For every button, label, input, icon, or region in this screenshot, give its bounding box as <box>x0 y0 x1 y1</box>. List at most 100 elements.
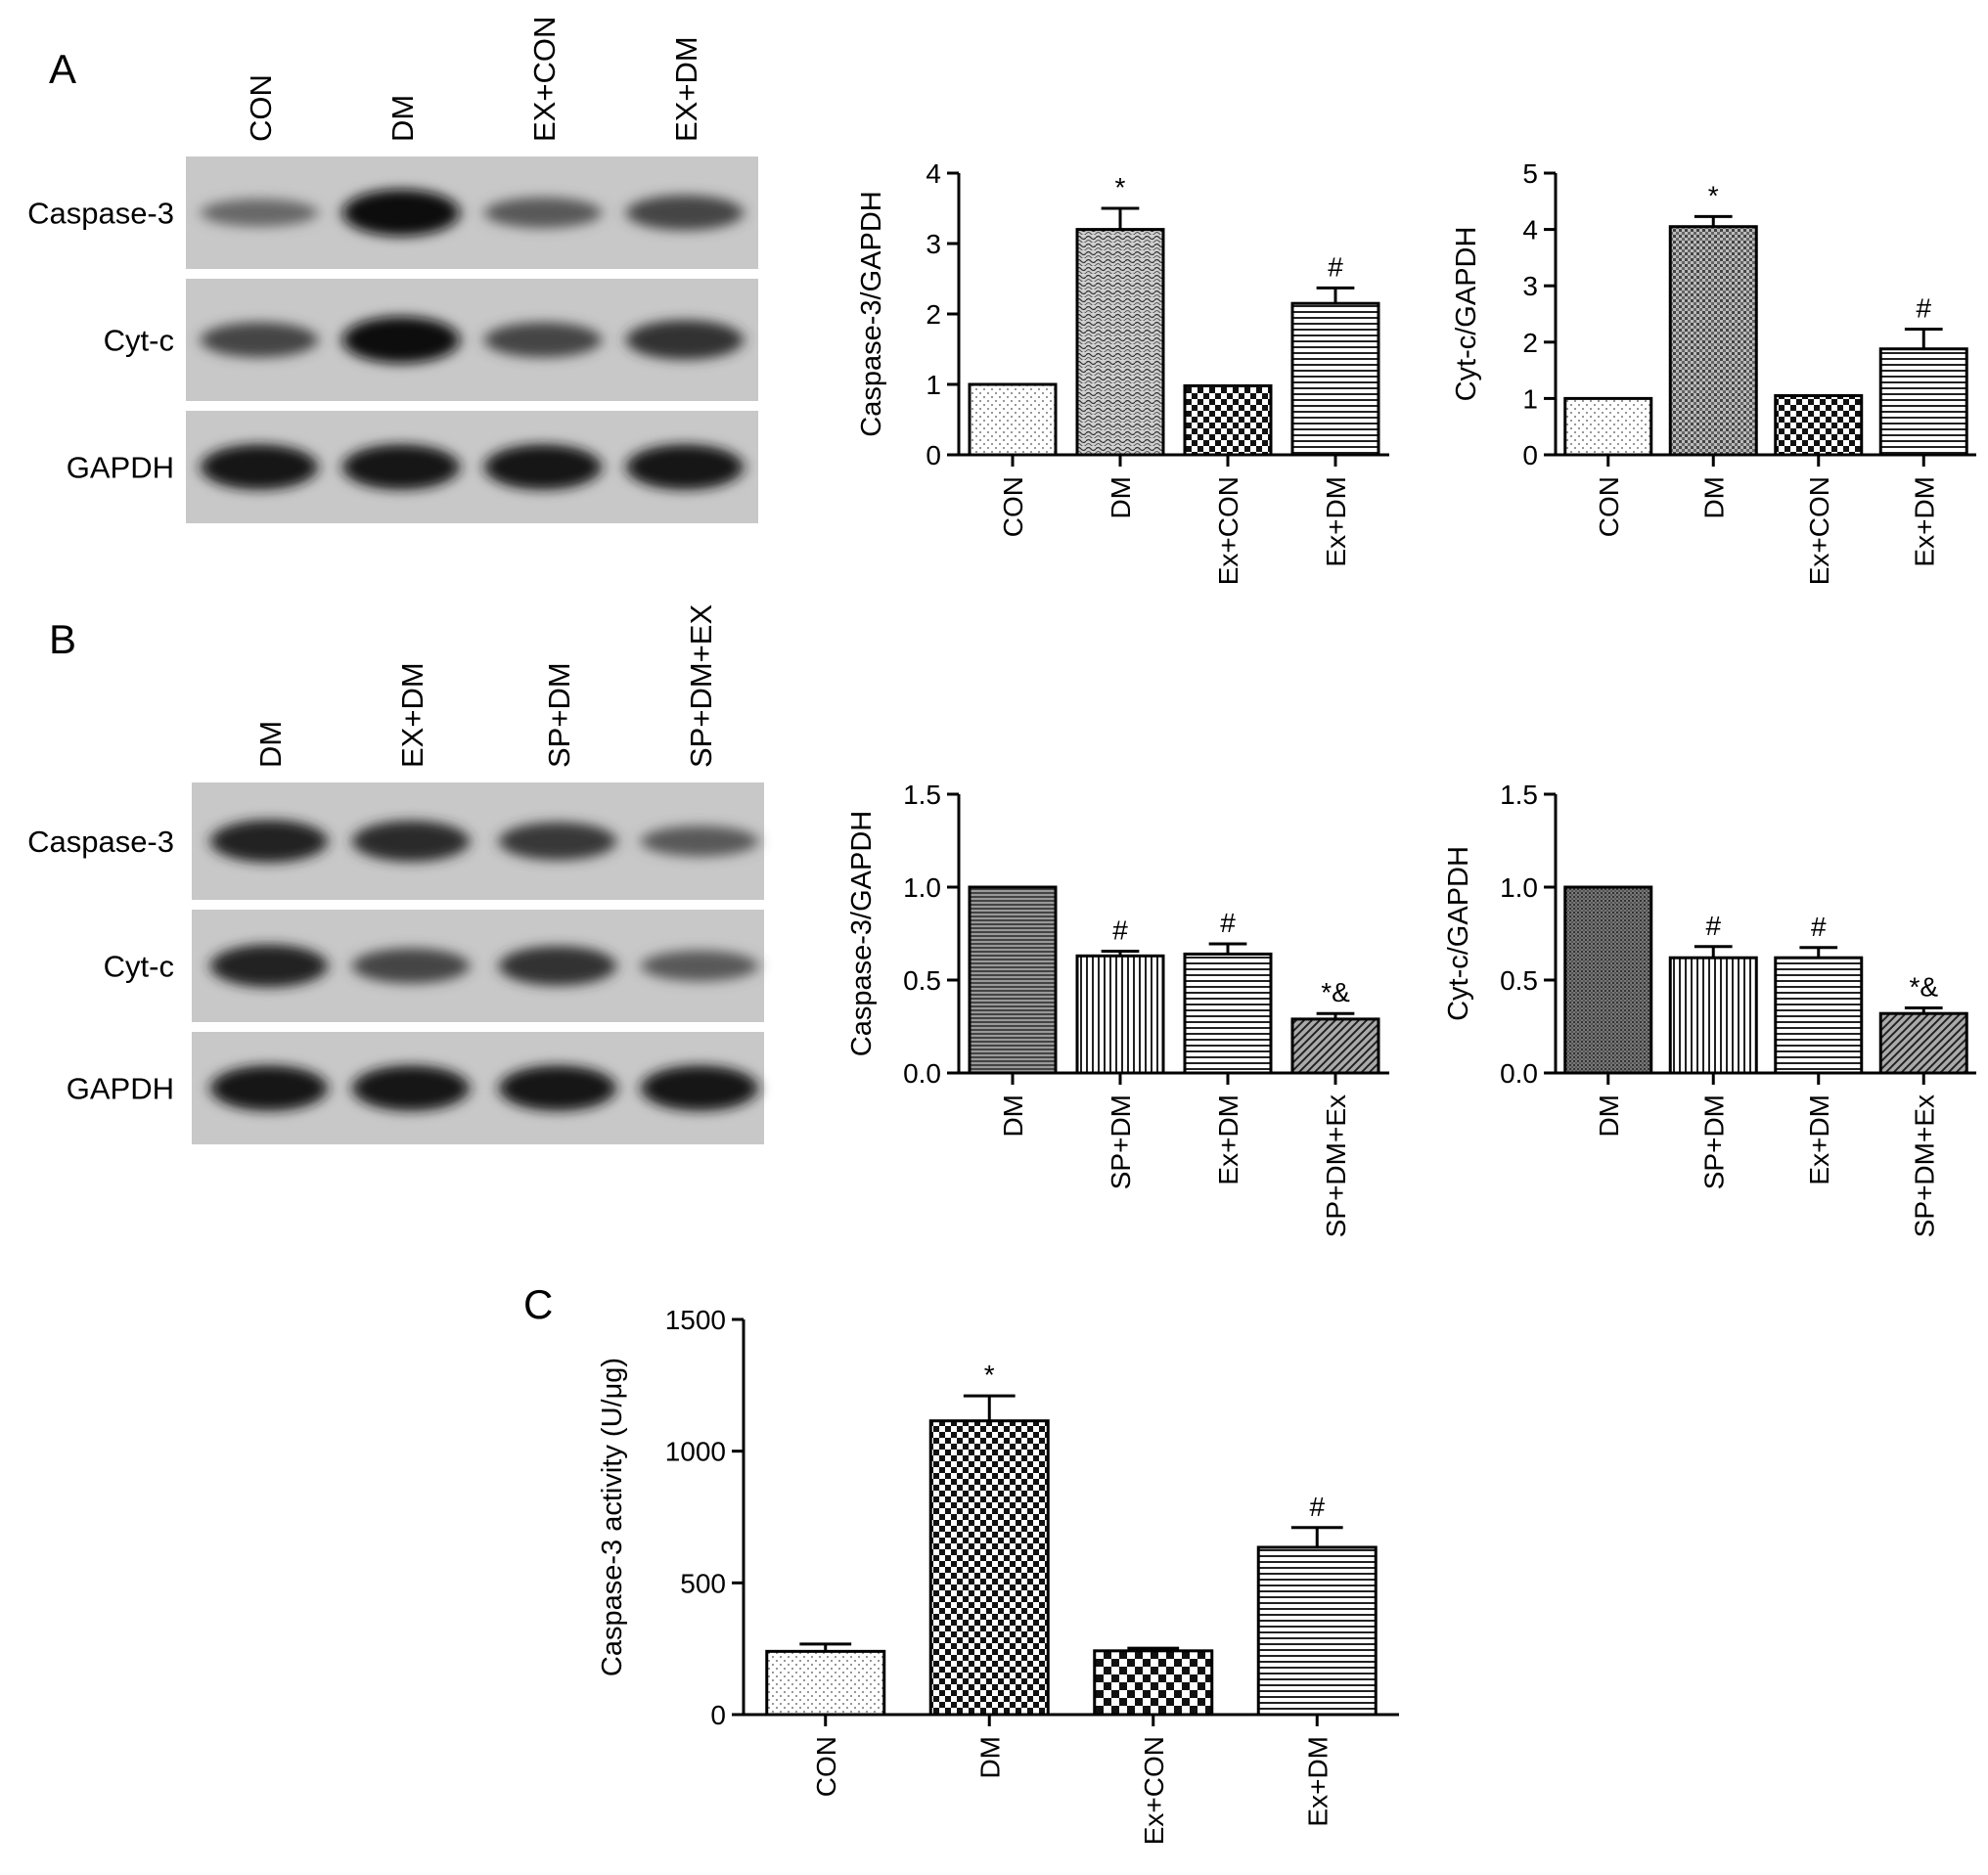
blot-band <box>626 320 744 360</box>
chart-b-cytc: 0.0 0.5 1.0 1.5 Cyt-c/GAPDH DM # SP+DM # Ex+DM *& S… <box>1443 780 1976 1237</box>
y-tick-label: 4 <box>926 158 941 189</box>
panel-label-a: A <box>49 46 76 92</box>
blot-lane-label: DM <box>385 95 420 142</box>
blot-lane-label: EX+DM <box>395 662 429 768</box>
y-tick-label: 0 <box>710 1700 726 1730</box>
y-tick-label: 0.5 <box>903 965 941 996</box>
y-tick-label: 1.5 <box>1500 780 1538 810</box>
y-tick-label: 3 <box>926 229 941 259</box>
blot-band <box>626 195 744 231</box>
x-tick-label: Ex+CON <box>1139 1736 1169 1845</box>
y-tick-label: 0.5 <box>1500 965 1538 996</box>
significance-marker: *& <box>1909 972 1938 1003</box>
x-tick-label: SP+DM <box>1106 1094 1136 1189</box>
y-tick-label: 0 <box>926 440 941 470</box>
y-tick-label: 1000 <box>665 1437 726 1467</box>
bar <box>765 1649 886 1717</box>
blot-row-label: Caspase-3 <box>27 197 174 231</box>
significance-marker: # <box>1916 293 1931 324</box>
blot-band <box>342 189 460 237</box>
bar <box>1668 956 1758 1075</box>
bar <box>1183 952 1273 1075</box>
significance-marker: # <box>1220 908 1236 938</box>
bar <box>1075 954 1165 1075</box>
blot-band <box>641 950 758 982</box>
y-tick-label: 1.0 <box>1500 872 1538 903</box>
y-tick-label: 3 <box>1522 271 1538 301</box>
western-blot-a: CON DM EX+CON EX+DM Caspase-3 Cyt-c GAPDH <box>27 17 758 523</box>
significance-marker: *& <box>1321 977 1350 1007</box>
blot-lane-label: EX+DM <box>669 36 703 142</box>
x-tick-label: Ex+DM <box>1909 476 1939 567</box>
blot-band <box>626 444 744 490</box>
blot-band <box>342 444 460 490</box>
blot-band <box>641 826 758 857</box>
blot-row-label: Caspase-3 <box>27 825 174 859</box>
y-tick-label: 0.0 <box>1500 1058 1538 1089</box>
y-axis-label: Cyt-c/GAPDH <box>1451 227 1482 402</box>
bar <box>1668 225 1758 457</box>
x-tick-label: Ex+DM <box>1321 476 1351 567</box>
x-tick-label: SP+DM <box>1698 1094 1729 1189</box>
bar <box>1563 396 1653 457</box>
blot-band <box>499 1065 616 1111</box>
blot-row-label: Cyt-c <box>104 950 174 984</box>
x-tick-label: CON <box>811 1736 841 1797</box>
bar <box>1774 956 1864 1075</box>
significance-marker: # <box>1811 912 1827 942</box>
x-tick-label: SP+DM+Ex <box>1909 1094 1939 1237</box>
x-tick-label: DM <box>974 1736 1005 1779</box>
x-tick-label: Ex+DM <box>1213 1094 1243 1185</box>
chart-b-caspase3: 0.0 0.5 1.0 1.5 Caspase-3/GAPDH DM # SP+DM # Ex+D… <box>846 780 1389 1237</box>
blot-band <box>201 444 318 490</box>
y-tick-label: 0.0 <box>903 1058 941 1089</box>
y-axis-label: Caspase-3 activity (U/μg) <box>597 1358 628 1676</box>
bar <box>928 1419 1050 1717</box>
x-tick-label: Ex+DM <box>1302 1736 1333 1827</box>
x-tick-label: CON <box>998 476 1028 537</box>
x-tick-label: DM <box>1698 476 1729 519</box>
y-tick-label: 1500 <box>665 1305 726 1335</box>
blot-band <box>352 948 470 984</box>
chart-c-caspase3-activity: 0 500 1000 1500 Caspase-3 activity (U/μg) CON… <box>597 1305 1399 1845</box>
blot-band <box>484 197 602 229</box>
blot-lane-label: CON <box>244 74 278 142</box>
x-tick-label: CON <box>1594 476 1624 537</box>
y-tick-label: 500 <box>680 1568 726 1598</box>
blot-row-label: GAPDH <box>67 451 174 485</box>
y-tick-label: 5 <box>1522 158 1538 189</box>
bar <box>968 885 1058 1075</box>
blot-lane-label: SP+DM <box>542 662 576 768</box>
bar <box>1290 1017 1380 1075</box>
bar <box>1093 1649 1214 1717</box>
panel-label-b: B <box>49 616 76 662</box>
y-tick-label: 1 <box>926 370 941 400</box>
blot-band <box>352 1065 470 1111</box>
bar <box>1774 394 1864 457</box>
y-axis-label: Caspase-3/GAPDH <box>846 811 878 1056</box>
blot-band <box>499 946 616 986</box>
blot-band <box>641 1065 758 1111</box>
significance-marker: # <box>1328 251 1343 282</box>
x-tick-label: DM <box>998 1094 1028 1138</box>
bar <box>1290 301 1380 457</box>
blot-row-label: Cyt-c <box>104 324 174 358</box>
bar <box>1878 347 1968 457</box>
significance-marker: # <box>1705 911 1721 941</box>
y-tick-label: 0 <box>1522 440 1538 470</box>
significance-marker: * <box>984 1360 995 1390</box>
blot-lane-label: DM <box>253 721 288 768</box>
x-tick-label: DM <box>1106 476 1136 519</box>
blot-band <box>210 944 328 988</box>
bar <box>1075 228 1165 457</box>
bar <box>968 382 1058 457</box>
y-tick-label: 1.0 <box>903 872 941 903</box>
blot-row-label: GAPDH <box>67 1072 174 1106</box>
panel-label-c: C <box>523 1281 553 1327</box>
bar <box>1563 885 1653 1075</box>
x-tick-label: Ex+CON <box>1804 476 1834 585</box>
blot-band <box>201 322 318 358</box>
western-blot-b: DM EX+DM SP+DM SP+DM+EX Caspase-3 Cyt-c GAPDH <box>27 604 764 1144</box>
blot-band <box>484 322 602 358</box>
